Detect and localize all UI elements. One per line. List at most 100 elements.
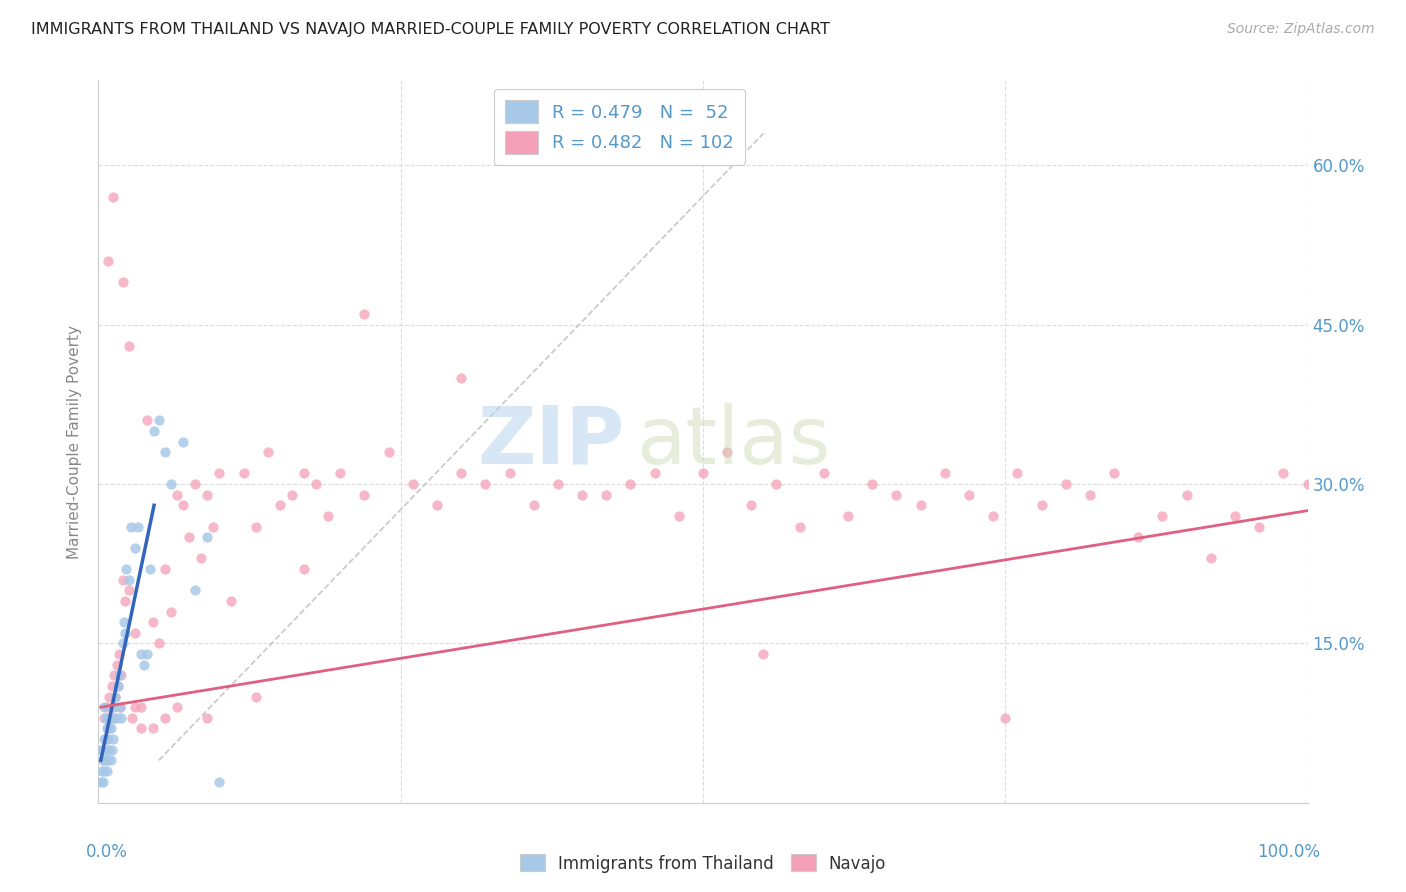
Point: [1199, 551, 1222, 566]
Point: [353, 488, 375, 502]
Y-axis label: Married-Couple Family Poverty: Married-Couple Family Poverty: [67, 325, 83, 558]
Text: 100.0%: 100.0%: [1257, 843, 1320, 861]
Point: [547, 477, 569, 491]
Point: [118, 573, 141, 587]
Point: [107, 679, 129, 693]
Point: [1296, 477, 1319, 491]
Point: [245, 690, 267, 704]
Point: [97, 753, 120, 767]
Point: [108, 647, 131, 661]
Point: [129, 700, 152, 714]
Point: [426, 498, 449, 512]
Point: [91, 764, 114, 778]
Point: [94, 753, 117, 767]
Point: [571, 488, 593, 502]
Text: ZIP: ZIP: [477, 402, 624, 481]
Point: [148, 636, 170, 650]
Point: [143, 424, 166, 438]
Point: [108, 700, 131, 714]
Point: [166, 488, 188, 502]
Point: [498, 467, 520, 481]
Point: [208, 467, 231, 481]
Point: [97, 254, 120, 268]
Point: [353, 307, 375, 321]
Point: [97, 722, 120, 736]
Point: [752, 647, 775, 661]
Point: [1152, 508, 1174, 523]
Point: [93, 700, 115, 714]
Point: [129, 647, 152, 661]
Point: [1272, 467, 1295, 481]
Point: [450, 467, 472, 481]
Point: [97, 732, 120, 747]
Point: [105, 711, 128, 725]
Point: [172, 434, 194, 449]
Point: [94, 711, 117, 725]
Point: [595, 488, 617, 502]
Point: [134, 657, 156, 672]
Point: [91, 742, 114, 756]
Point: [179, 530, 201, 544]
Point: [934, 467, 956, 481]
Point: [120, 519, 142, 533]
Point: [90, 774, 112, 789]
Point: [110, 711, 132, 725]
Point: [644, 467, 666, 481]
Point: [184, 477, 207, 491]
Point: [166, 700, 188, 714]
Point: [523, 498, 546, 512]
Point: [98, 690, 121, 704]
Point: [292, 467, 315, 481]
Point: [474, 477, 496, 491]
Point: [101, 700, 124, 714]
Point: [142, 615, 165, 630]
Point: [172, 498, 194, 512]
Point: [789, 519, 811, 533]
Point: [813, 467, 835, 481]
Point: [100, 742, 122, 756]
Point: [160, 605, 183, 619]
Point: [1007, 467, 1029, 481]
Point: [129, 722, 152, 736]
Point: [195, 711, 218, 725]
Point: [316, 508, 339, 523]
Point: [1128, 530, 1150, 544]
Point: [100, 722, 122, 736]
Point: [103, 711, 125, 725]
Point: [957, 488, 980, 502]
Point: [232, 467, 254, 481]
Text: IMMIGRANTS FROM THAILAND VS NAVAJO MARRIED-COUPLE FAMILY POVERTY CORRELATION CHA: IMMIGRANTS FROM THAILAND VS NAVAJO MARRI…: [31, 22, 830, 37]
Point: [98, 722, 121, 736]
Point: [148, 413, 170, 427]
Point: [668, 508, 690, 523]
Point: [153, 711, 176, 725]
Point: [377, 445, 399, 459]
Point: [1249, 519, 1271, 533]
Point: [104, 690, 127, 704]
Point: [281, 488, 304, 502]
Point: [98, 742, 121, 756]
Point: [153, 562, 176, 576]
Point: [135, 413, 157, 427]
Point: [269, 498, 291, 512]
Point: [245, 519, 267, 533]
Point: [114, 594, 136, 608]
Point: [100, 711, 122, 725]
Point: [692, 467, 714, 481]
Point: [118, 583, 141, 598]
Point: [124, 625, 146, 640]
Point: [112, 615, 135, 630]
Point: [94, 732, 117, 747]
Point: [94, 732, 117, 747]
Point: [108, 700, 131, 714]
Point: [886, 488, 908, 502]
Point: [716, 445, 738, 459]
Point: [93, 764, 115, 778]
Point: [329, 467, 352, 481]
Point: [100, 753, 122, 767]
Point: [111, 573, 134, 587]
Point: [994, 711, 1017, 725]
Point: [740, 498, 762, 512]
Point: [107, 679, 129, 693]
Point: [101, 190, 124, 204]
